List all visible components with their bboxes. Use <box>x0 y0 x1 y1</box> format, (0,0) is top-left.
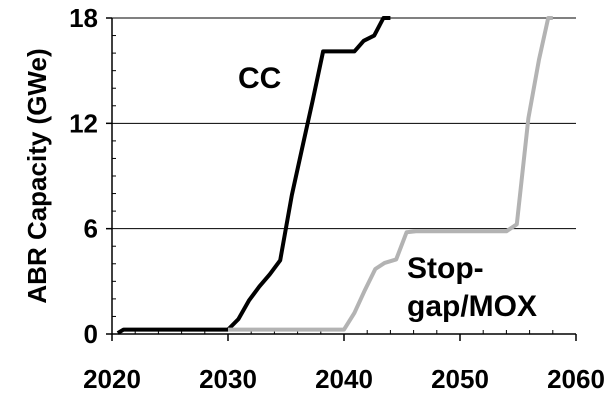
x-tick-label-2060: 2060 <box>547 364 605 394</box>
series-lines <box>116 16 553 335</box>
series-line-cc <box>116 16 391 335</box>
cc-label-line: CC <box>238 62 281 95</box>
tick-labels: 0 6 12 18 2020 2030 2040 2050 2060 <box>69 3 605 394</box>
y-tick-label-6: 6 <box>84 214 98 244</box>
x-tick-label-2050: 2050 <box>431 364 489 394</box>
y-tick-label-12: 12 <box>69 108 98 138</box>
series-line-stopgap-mox <box>228 16 553 332</box>
cc-label: CC <box>238 62 281 95</box>
annotations: CC Stop- gap/MOX <box>238 62 537 323</box>
axes <box>111 18 576 335</box>
stopgap-label-line-1: Stop- <box>407 252 484 285</box>
stopgap-label-line-2: gap/MOX <box>407 290 537 323</box>
axis-ticks <box>106 17 577 341</box>
y-tick-label-18: 18 <box>69 3 98 33</box>
x-tick-label-2040: 2040 <box>315 364 373 394</box>
grid-lines <box>112 17 576 230</box>
stopgap-mox-label: Stop- gap/MOX <box>407 252 537 323</box>
x-tick-label-2020: 2020 <box>83 364 141 394</box>
x-tick-label-2030: 2030 <box>199 364 257 394</box>
y-tick-label-0: 0 <box>84 319 98 349</box>
y-axis-title: ABR Capacity (GWe) <box>22 48 52 303</box>
